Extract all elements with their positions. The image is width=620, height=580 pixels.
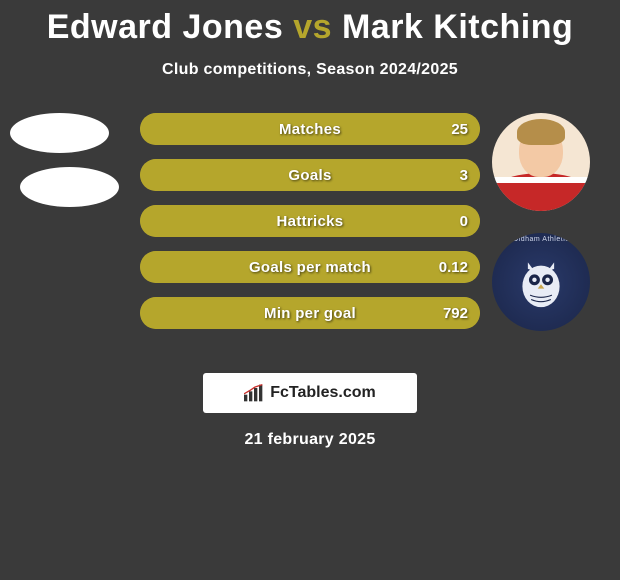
fctables-logo: FcTables.com: [203, 373, 417, 413]
bar-value: 0.12: [439, 251, 468, 283]
bar-min-per-goal: Min per goal 792: [140, 297, 480, 329]
subtitle: Club competitions, Season 2024/2025: [0, 61, 620, 79]
bar-label: Matches: [140, 113, 480, 145]
logo-text: FcTables.com: [270, 384, 376, 402]
bar-label: Goals: [140, 159, 480, 191]
player2-avatar: [492, 113, 590, 211]
bar-label: Goals per match: [140, 251, 480, 283]
bar-goals-per-match: Goals per match 0.12: [140, 251, 480, 283]
bar-matches: Matches 25: [140, 113, 480, 145]
bars-icon: [244, 384, 264, 402]
title-player2: Mark Kitching: [342, 8, 573, 46]
club-badge-text: Oldham Athletic: [492, 236, 590, 331]
bar-goals: Goals 3: [140, 159, 480, 191]
stat-bars: Matches 25 Goals 3 Hattricks 0 Goals per…: [140, 113, 480, 343]
bar-value: 792: [443, 297, 468, 329]
comparison-stage: Oldham Athletic Match: [0, 105, 620, 365]
player1-club-placeholder: [20, 167, 119, 207]
bar-label: Hattricks: [140, 205, 480, 237]
bar-label: Min per goal: [140, 297, 480, 329]
player2-club-badge: Oldham Athletic: [492, 233, 590, 331]
title-vs: vs: [293, 8, 332, 46]
bar-value: 25: [451, 113, 468, 145]
bar-value: 0: [460, 205, 468, 237]
bar-hattricks: Hattricks 0: [140, 205, 480, 237]
player1-avatar-placeholder: [10, 113, 109, 153]
page-title: Edward Jones vs Mark Kitching: [0, 0, 620, 47]
bar-value: 3: [460, 159, 468, 191]
title-player1: Edward Jones: [47, 8, 284, 46]
footer-date: 21 february 2025: [0, 431, 620, 449]
